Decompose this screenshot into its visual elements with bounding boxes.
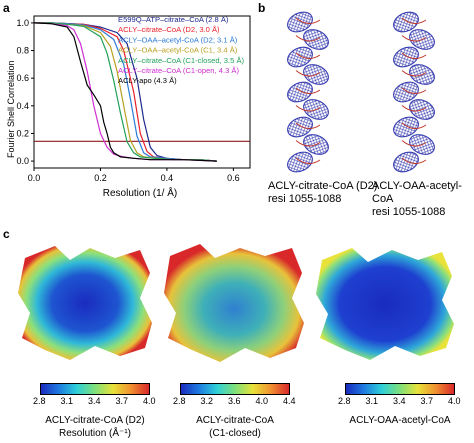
fsc-plot-frame	[33, 15, 251, 169]
helix-right-label-1: ACLY-OAA-acetyl-CoA	[372, 180, 462, 205]
helix-left-label-1: ACLY-citrate-CoA (D2)	[268, 180, 378, 192]
fsc-y-tick-label: 0.4	[16, 101, 29, 111]
colorbar-tick-label: 3.1	[365, 396, 379, 406]
helix-density-left	[287, 11, 329, 173]
fsc-y-tick-label: 1.0	[16, 18, 29, 28]
fsc-chart: 0.0 0.2 0.4 0.6 0.8 1.0 0.0 0.2 0.4 0.6 E599Q–ATP…	[16, 15, 251, 199]
resolution-map-3	[316, 248, 454, 360]
fsc-x-axis-label: Resolution (1/ Å)	[103, 186, 177, 199]
fsc-x-tick-label: 0.0	[28, 173, 41, 183]
fsc-legend-entry-0: E599Q–ATP–citrate–CoA (2.8 Å)	[118, 15, 229, 24]
fsc-legend-entry-5: ACLY–citrate–CoA (C1-open, 4.3 Å)	[118, 66, 239, 75]
colorbar-tick-label: 4.0	[255, 396, 269, 406]
colorbar-tick-label: 2.8	[33, 396, 46, 406]
colorbar-tick-label: 3.4	[393, 396, 406, 406]
map-1-caption-2: Resolution (Å⁻¹)	[59, 428, 131, 439]
colorbar-tick-label: 4.4	[283, 396, 296, 406]
colorbar-tick-label: 3.7	[420, 396, 434, 406]
helix-left-label-2: resi 1055-1088	[268, 193, 342, 205]
map-1-caption-1: ACLY-citrate-CoA (D2)	[45, 415, 145, 426]
fsc-x-tick-label: 0.4	[161, 173, 174, 183]
resolution-map-2	[164, 244, 304, 362]
fsc-y-tick-label: 0.8	[16, 46, 29, 56]
colorbar-tick-label: 4.0	[143, 396, 156, 406]
map-2-caption-2: (C1-closed)	[209, 428, 261, 439]
helix-density-figure	[287, 11, 435, 173]
fsc-legend-entry-1: ACLY–citrate–CoA (D2, 3.0 Å)	[118, 25, 220, 34]
colorbar-tick-label: 3.1	[60, 396, 74, 406]
panel-letter-b: b	[258, 1, 266, 15]
fsc-y-tick-label: 0.2	[16, 128, 29, 138]
local-resolution-maps	[18, 244, 454, 362]
colorbar-tick-label: 3.2	[200, 396, 214, 406]
fsc-x-tick-label: 0.6	[227, 173, 240, 183]
fsc-legend-entry-3: ACLY–OAA–acetyl-CoA (C1, 3.4 Å)	[118, 46, 238, 55]
fsc-y-tick-label: 0.6	[16, 73, 29, 83]
fsc-legend-entry-6: ACLY-apo (4.3 Å)	[118, 76, 177, 85]
colorbar-tick-label: 4.0	[448, 396, 461, 406]
fsc-x-tick-label: 0.2	[94, 173, 107, 183]
map-2-caption-1: ACLY-citrate-CoA	[196, 415, 274, 426]
fsc-y-tick-label: 0.0	[16, 156, 29, 166]
colorbar-map-3	[345, 383, 455, 395]
panel-letter-c: c	[3, 227, 10, 241]
map-3-caption-1: ACLY-OAA-acetyl-CoA	[349, 415, 451, 426]
helix-right-label-2: resi 1055-1088	[372, 206, 446, 218]
fsc-legend-entry-4: ACLY–citrate–CoA (C1-closed, 3.5 Å)	[118, 56, 245, 65]
fsc-series-line-6	[33, 22, 217, 162]
colorbar-tick-label: 3.6	[228, 396, 241, 406]
colorbar-tick-label: 3.4	[88, 396, 101, 406]
colorbar-tick-label: 2.8	[173, 396, 186, 406]
panel-letter-a: a	[3, 1, 10, 15]
colorbar-tick-label: 2.8	[338, 396, 351, 406]
resolution-map-1	[18, 246, 152, 360]
colorbar-tick-label: 3.7	[115, 396, 129, 406]
fsc-legend-entry-2: ACLY–OAA–acetyl-CoA (D2; 3.1 Å)	[118, 35, 238, 44]
helix-density-right	[393, 11, 435, 173]
colorbar-map-2	[180, 383, 290, 395]
colorbar-map-1	[40, 383, 150, 395]
